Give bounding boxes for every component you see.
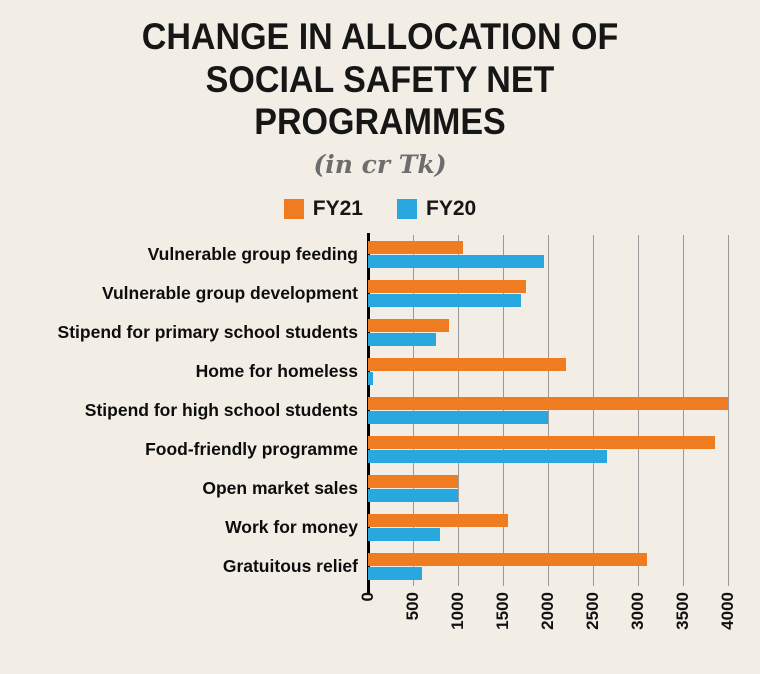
chart-title: CHANGE IN ALLOCATION OF SOCIAL SAFETY NE… [141,16,619,143]
fy21-bar [368,357,566,371]
fy21-bar [368,435,715,449]
category-label: Home for homeless [195,360,358,381]
gridline [413,234,414,586]
legend: FY21 FY20 [0,197,760,221]
chart-row: Stipend for high school students [0,391,760,430]
category-label: Open market sales [202,477,358,498]
bar-group [368,547,728,586]
fy21-bar [368,513,508,527]
x-tick-label: 1500 [493,591,512,630]
bar-chart: Vulnerable group feeding Vulnerable group… [0,232,760,594]
fy20-bar [368,332,436,346]
category-label: Food-friendly programme [145,438,358,459]
chart-row: Food-friendly programme [0,430,760,469]
x-tick-label: 500 [403,591,422,621]
fy20-bar [368,410,548,424]
chart-row: Open market sales [0,469,760,508]
x-tick-label: 3000 [628,591,647,630]
fy20-swatch [397,198,417,219]
legend-item-fy20: FY20 [397,197,476,221]
bar-group [368,313,728,352]
bar-group [368,391,728,430]
chart-row: Vulnerable group feeding [0,235,760,274]
fy20-bar [368,449,607,463]
bar-group [368,430,728,469]
fy21-bar [368,474,458,488]
fy20-bar [368,488,458,502]
gridline [503,234,504,586]
category-label: Stipend for high school students [84,399,358,420]
fy21-bar [368,396,728,410]
gridline [728,234,729,586]
category-label: Vulnerable group development [101,282,358,303]
chart-row: Gratuitous relief [0,547,760,586]
infographic-page: CHANGE IN ALLOCATION OF SOCIAL SAFETY NE… [0,16,760,629]
bar-group [368,469,728,508]
bar-group [368,508,728,547]
fy21-swatch [283,198,304,219]
chart-subtitle: (in cr Tk) [313,149,447,179]
fy21-bar [368,318,449,332]
fy20-bar [368,371,374,385]
x-tick-label: 0 [358,591,377,602]
x-axis: 0 500 1000 1500 2000 2500 3000 3500 4000 [0,586,760,674]
chart-rows: Vulnerable group feeding Vulnerable group… [0,235,760,586]
fy20-legend-label: FY20 [426,196,477,220]
fy20-bar [368,527,440,541]
x-tick-label: 4000 [718,591,737,630]
fy21-bar [368,279,526,293]
fy21-legend-label: FY21 [312,196,363,220]
chart-row: Home for homeless [0,352,760,391]
legend-item-fy21: FY21 [283,196,363,221]
fy20-bar [368,254,544,268]
gridline [683,234,684,586]
category-label: Work for money [225,516,358,537]
gridline [638,234,639,586]
gridline [458,234,459,586]
x-tick-label: 2000 [538,591,557,630]
gridline [593,234,594,586]
chart-row: Work for money [0,508,760,547]
category-label: Stipend for primary school students [57,321,358,342]
x-tick-label: 3500 [673,591,692,630]
fy21-bar [368,240,463,254]
x-tick-label: 2500 [583,591,602,630]
fy20-bar [368,566,422,580]
category-label: Vulnerable group feeding [147,243,358,264]
fy21-bar [368,552,647,566]
bar-group [368,235,728,274]
category-label: Gratuitous relief [222,555,358,576]
fy20-bar [368,293,521,307]
chart-row: Vulnerable group development [0,274,760,313]
x-tick-label: 1000 [448,591,467,630]
x-tick-layer: 0 500 1000 1500 2000 2500 3000 3500 4000 [358,586,737,674]
chart-row: Stipend for primary school students [0,313,760,352]
gridline [548,234,549,586]
bar-group [368,274,728,313]
bar-group [368,352,728,391]
